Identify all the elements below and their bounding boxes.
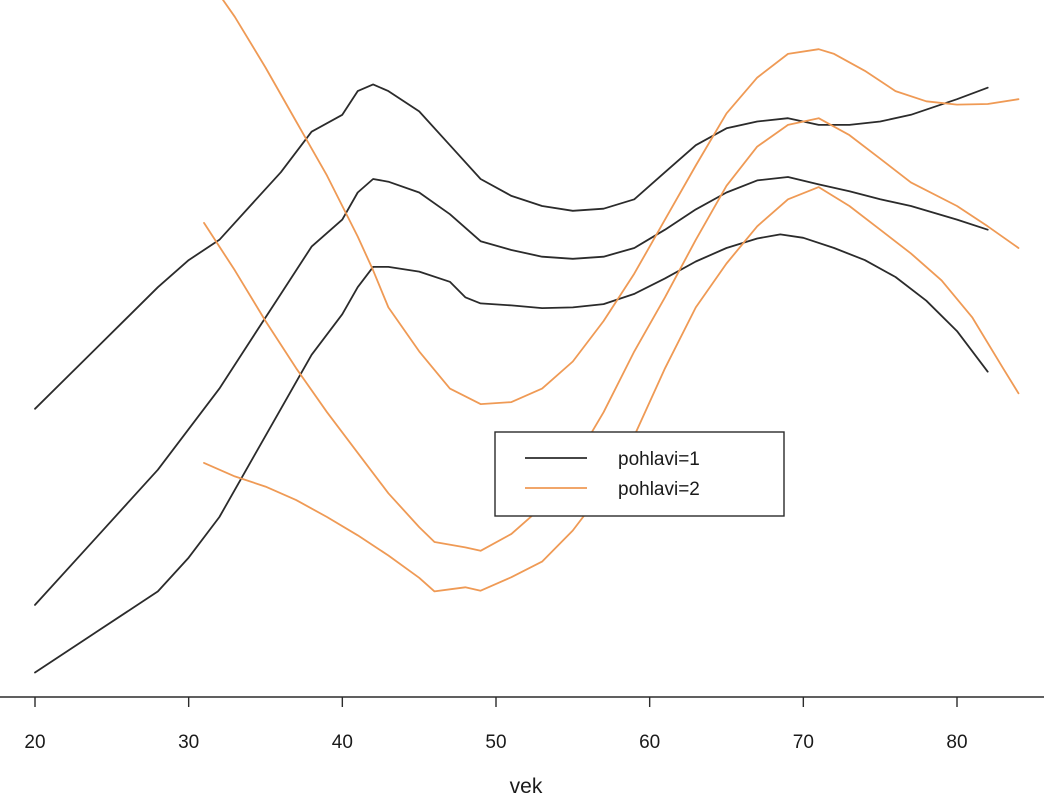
legend-label-pohlavi-1: pohlavi=1 [618,449,700,470]
x-tick-label-60: 60 [639,732,660,753]
legend-label-pohlavi-2: pohlavi=2 [618,479,700,500]
x-tick-label-70: 70 [793,732,814,753]
x-tick-label-80: 80 [946,732,967,753]
legend: pohlavi=1 pohlavi=2 [494,431,785,517]
legend-box [494,431,785,517]
series-layer [34,0,1020,674]
x-tick-label-30: 30 [178,732,199,753]
series-line-pohlavi-1-lower [34,233,989,674]
series-line-pohlavi-2-lower [203,186,1020,593]
x-tick-label-40: 40 [332,732,353,753]
x-axis: 20 30 40 50 60 70 80 [0,696,1044,753]
series-line-pohlavi-1-upper [34,83,989,410]
x-tick-label-20: 20 [24,732,45,753]
series-line-pohlavi-1-fit [34,176,989,606]
x-axis-title: vek [510,775,543,798]
x-tick-label-50: 50 [485,732,506,753]
series-line-pohlavi-2-upper [221,0,1020,406]
